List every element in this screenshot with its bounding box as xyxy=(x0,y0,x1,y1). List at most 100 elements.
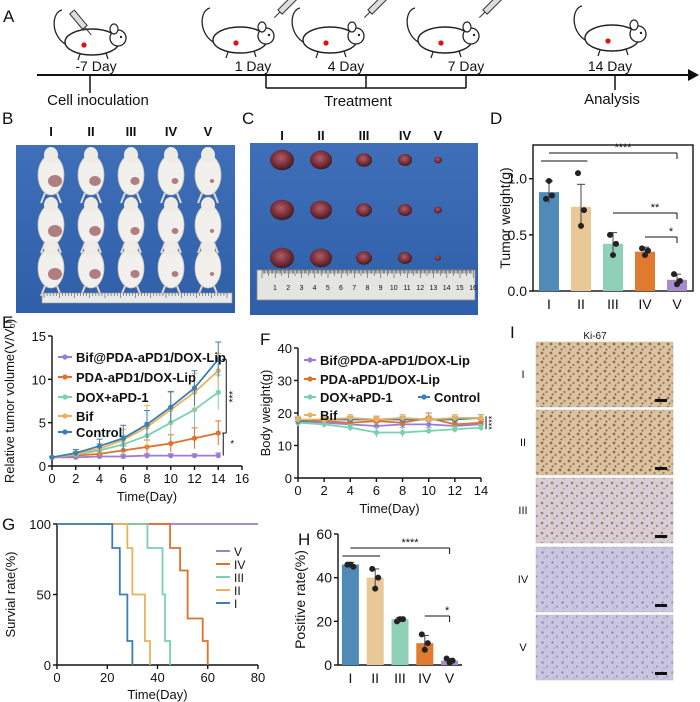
syringe-needle xyxy=(84,26,92,36)
mouse-tail xyxy=(573,5,586,41)
tumor xyxy=(89,226,101,236)
mouse-photo xyxy=(117,240,145,297)
syringe-barrel xyxy=(277,0,297,15)
mice-photo: I II III IV V xyxy=(16,124,235,313)
mouse-leg xyxy=(77,53,81,61)
mouse-leg xyxy=(56,242,62,254)
tumor xyxy=(48,175,62,187)
mouse-icons xyxy=(53,0,647,61)
ruler-number: 4 xyxy=(313,285,317,292)
timeline: -7 Day 1 Day 4 Day 7 Day 14 Day Cell ino… xyxy=(37,58,699,110)
mouse-tail xyxy=(291,7,304,43)
y-tick-label: 1.0 xyxy=(508,171,528,187)
panel-label-c: C xyxy=(242,109,254,128)
data-point xyxy=(543,195,549,202)
mouse-ear xyxy=(347,21,357,33)
ruler-number: 13 xyxy=(430,285,438,292)
mouse-leg xyxy=(160,242,166,254)
data-point xyxy=(546,177,552,184)
group-label-i: I xyxy=(521,369,524,381)
tumor xyxy=(310,200,332,220)
group-label-i: V xyxy=(519,642,527,654)
mouse-head xyxy=(84,240,98,256)
mouse-eye xyxy=(472,33,476,37)
y-tick-label: 0 xyxy=(285,471,292,486)
mouse-photo xyxy=(77,197,105,254)
legend-label: PDA-aPD1/DOX-Lip xyxy=(76,370,196,385)
legend-marker xyxy=(62,394,68,400)
day-label-minus7: -7 Day xyxy=(75,58,116,74)
data-point xyxy=(321,421,327,427)
series-line xyxy=(297,420,482,427)
mouse-tail xyxy=(406,7,419,43)
bar xyxy=(366,577,384,665)
group-label-c: I xyxy=(280,128,284,143)
mouse-head xyxy=(201,240,215,256)
day-label-4: 4 Day xyxy=(328,58,365,74)
tumor xyxy=(398,204,412,216)
x-axis-title: Time(Day) xyxy=(359,501,419,516)
mouse-leg xyxy=(225,51,229,59)
y-axis-title: Relative tumor volume(V/V₀) xyxy=(2,319,17,483)
x-tick-label: I xyxy=(348,670,352,686)
legend-marker xyxy=(62,354,68,360)
data-point xyxy=(144,453,150,459)
data-point xyxy=(478,425,484,431)
legend-marker xyxy=(62,429,68,435)
tumor xyxy=(356,203,372,217)
panel-label-b: B xyxy=(2,109,13,128)
mouse-photo xyxy=(157,147,185,204)
data-point xyxy=(607,231,613,238)
scale-bar xyxy=(655,672,667,675)
mouse-leg xyxy=(40,285,46,297)
tumor xyxy=(171,271,179,277)
data-point xyxy=(443,655,450,662)
tumor xyxy=(270,199,294,221)
data-point xyxy=(400,616,406,623)
group-label-i: II xyxy=(520,437,526,449)
tumor-dot xyxy=(81,42,87,48)
mouse-leg xyxy=(40,192,46,204)
y-tick-label: 10 xyxy=(32,372,46,387)
mouse-leg xyxy=(597,49,601,57)
legend-label: V xyxy=(234,545,242,559)
mouse-eye xyxy=(639,31,643,35)
mouse-icon xyxy=(406,0,502,59)
series-line xyxy=(298,416,482,426)
tumor xyxy=(356,251,372,265)
x-tick-label: 6 xyxy=(120,471,127,486)
mouse-leg xyxy=(315,51,319,59)
mouse-head xyxy=(164,240,178,256)
mouse-leg xyxy=(176,192,182,204)
ihc-image xyxy=(535,614,674,681)
mouse-photo xyxy=(194,240,222,297)
y-tick-label: 40 xyxy=(278,341,292,356)
data-point xyxy=(399,429,406,436)
tumor xyxy=(130,270,140,278)
x-axis-title: Time(Day) xyxy=(127,687,187,702)
tumor xyxy=(270,149,294,171)
legend-label: Bif xyxy=(76,409,94,424)
legend-label: I xyxy=(234,597,237,611)
mouse-photo xyxy=(117,147,145,204)
group-label-c: V xyxy=(434,128,443,143)
panel-label-e: E xyxy=(2,313,13,332)
group-label-b: I xyxy=(49,124,53,139)
ruler-number: 5 xyxy=(326,285,330,292)
data-point xyxy=(191,435,198,441)
bar xyxy=(341,564,359,665)
x-tick-label: 8 xyxy=(399,483,406,498)
ruler xyxy=(256,269,476,301)
data-point xyxy=(347,425,353,431)
data-point xyxy=(613,240,619,247)
mouse-leg xyxy=(120,242,126,254)
group-label-b: IV xyxy=(165,124,178,139)
tumor xyxy=(171,228,179,234)
bar xyxy=(571,206,591,291)
mouse-eye xyxy=(357,33,361,37)
mouse-photo xyxy=(194,147,222,204)
mouse-photo xyxy=(194,197,222,254)
data-point xyxy=(191,453,198,459)
data-point xyxy=(120,453,126,460)
